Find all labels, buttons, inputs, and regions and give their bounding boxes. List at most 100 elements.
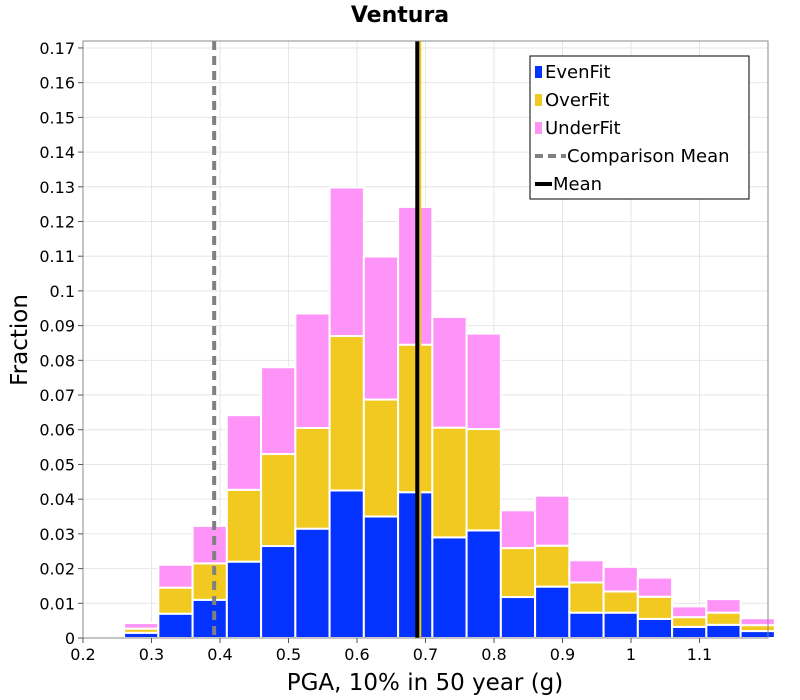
bar-underfit bbox=[431, 315, 468, 429]
x-tick-label: 1.1 bbox=[687, 645, 712, 664]
y-tick-label: 0.09 bbox=[39, 317, 75, 336]
bar-overfit bbox=[260, 453, 297, 548]
reference-lines bbox=[212, 41, 422, 638]
bar-overfit bbox=[225, 488, 263, 563]
bar-evenfit bbox=[431, 536, 468, 639]
x-axis-label: PGA, 10% in 50 year (g) bbox=[287, 670, 564, 696]
y-tick-label: 0.01 bbox=[39, 594, 75, 613]
bar-overfit bbox=[705, 611, 742, 626]
y-tick-label: 0.02 bbox=[39, 560, 75, 579]
y-tick-label: 0.15 bbox=[39, 108, 75, 127]
y-tick-label: 0.11 bbox=[39, 247, 75, 266]
bar-underfit bbox=[636, 576, 674, 598]
bar-overfit bbox=[294, 427, 331, 530]
y-axis-ticks: 0 0.01 0.02 0.03 0.04 0.05 0.06 0.07 0.08 0.09 0.1… bbox=[39, 39, 83, 648]
x-tick-label: 0.4 bbox=[207, 645, 232, 664]
x-tick-label: 1 bbox=[626, 645, 636, 664]
bar-underfit bbox=[499, 509, 537, 550]
bar-evenfit bbox=[534, 585, 571, 640]
bar-underfit bbox=[739, 617, 776, 627]
legend-swatch bbox=[535, 66, 542, 78]
bar-underfit bbox=[328, 186, 365, 338]
x-tick-label: 0.9 bbox=[550, 645, 575, 664]
bar-evenfit bbox=[705, 623, 742, 640]
bar-underfit bbox=[123, 622, 160, 630]
y-tick-label: 0.1 bbox=[50, 282, 75, 301]
bar-overfit bbox=[465, 428, 502, 532]
bar-evenfit bbox=[739, 630, 776, 640]
bar-overfit bbox=[157, 586, 194, 615]
legend-label: EvenFit bbox=[545, 62, 611, 83]
bar-overfit bbox=[362, 398, 400, 518]
bar-underfit bbox=[362, 255, 400, 401]
bar-evenfit bbox=[260, 545, 297, 639]
legend-box bbox=[529, 55, 750, 200]
bar-evenfit bbox=[465, 529, 502, 640]
legend-label: UnderFit bbox=[545, 118, 621, 139]
legend-swatch bbox=[535, 94, 542, 106]
bar-overfit bbox=[328, 335, 365, 492]
bar-evenfit bbox=[602, 611, 639, 640]
bar-evenfit bbox=[157, 612, 194, 640]
x-tick-label: 0.3 bbox=[139, 645, 164, 664]
bar-evenfit bbox=[225, 560, 263, 639]
y-tick-label: 0.12 bbox=[39, 212, 75, 231]
bar-evenfit bbox=[499, 596, 537, 640]
y-tick-label: 0.05 bbox=[39, 455, 75, 474]
bar-evenfit bbox=[397, 491, 434, 639]
chart-title: Ventura bbox=[351, 3, 449, 28]
bar-underfit bbox=[294, 312, 331, 430]
y-tick-label: 0.16 bbox=[39, 74, 75, 93]
bar-underfit bbox=[602, 565, 639, 593]
bar-overfit bbox=[534, 544, 571, 588]
bar-underfit bbox=[191, 524, 228, 565]
bar-evenfit bbox=[191, 598, 228, 639]
x-tick-label: 0.8 bbox=[481, 645, 506, 664]
bar-overfit bbox=[568, 581, 605, 614]
bar-underfit bbox=[568, 559, 605, 584]
bar-underfit bbox=[260, 366, 297, 456]
bar-underfit bbox=[465, 332, 502, 431]
y-axis-label: Fraction bbox=[7, 294, 33, 386]
legend-label: Mean bbox=[553, 174, 602, 195]
y-tick-label: 0.07 bbox=[39, 386, 75, 405]
bar-evenfit bbox=[328, 489, 365, 640]
bar-underfit bbox=[671, 605, 708, 619]
bar-evenfit bbox=[362, 515, 400, 640]
bar-overfit bbox=[671, 616, 708, 628]
y-tick-label: 0.14 bbox=[39, 143, 75, 162]
x-tick-label: 0.5 bbox=[276, 645, 301, 664]
bar-overfit bbox=[636, 595, 674, 620]
y-tick-label: 0.03 bbox=[39, 525, 75, 544]
bar-evenfit bbox=[636, 617, 674, 640]
stacked-bars bbox=[123, 186, 776, 640]
bar-underfit bbox=[534, 494, 571, 547]
bar-overfit bbox=[397, 343, 434, 494]
x-axis-ticks: 0.2 0.3 0.4 0.5 0.6 0.7 0.8 0.9 1 1.1 bbox=[70, 638, 712, 664]
bar-evenfit bbox=[671, 625, 708, 639]
bar-underfit bbox=[397, 205, 434, 346]
bar-underfit bbox=[705, 598, 742, 614]
bar-underfit bbox=[157, 563, 194, 589]
x-tick-label: 0.2 bbox=[70, 645, 95, 664]
legend-label: Comparison Mean bbox=[567, 146, 730, 167]
bar-underfit bbox=[225, 414, 263, 491]
y-tick-label: 0.08 bbox=[39, 351, 75, 370]
y-tick-label: 0 bbox=[65, 629, 75, 648]
legend: EvenFit OverFit UnderFit Comparison Mean Mea… bbox=[529, 55, 750, 200]
x-tick-label: 0.7 bbox=[413, 645, 438, 664]
bar-overfit bbox=[431, 426, 468, 539]
x-tick-label: 0.6 bbox=[344, 645, 369, 664]
legend-label: OverFit bbox=[545, 90, 609, 111]
bar-overfit bbox=[602, 590, 639, 614]
bar-overfit bbox=[499, 547, 537, 599]
y-tick-label: 0.13 bbox=[39, 178, 75, 197]
bar-overfit bbox=[191, 562, 228, 601]
bar-evenfit bbox=[294, 527, 331, 640]
bar-evenfit bbox=[568, 611, 605, 640]
y-tick-label: 0.06 bbox=[39, 421, 75, 440]
y-tick-label: 0.04 bbox=[39, 490, 75, 509]
legend-swatch bbox=[535, 122, 542, 134]
y-tick-label: 0.17 bbox=[39, 39, 75, 58]
